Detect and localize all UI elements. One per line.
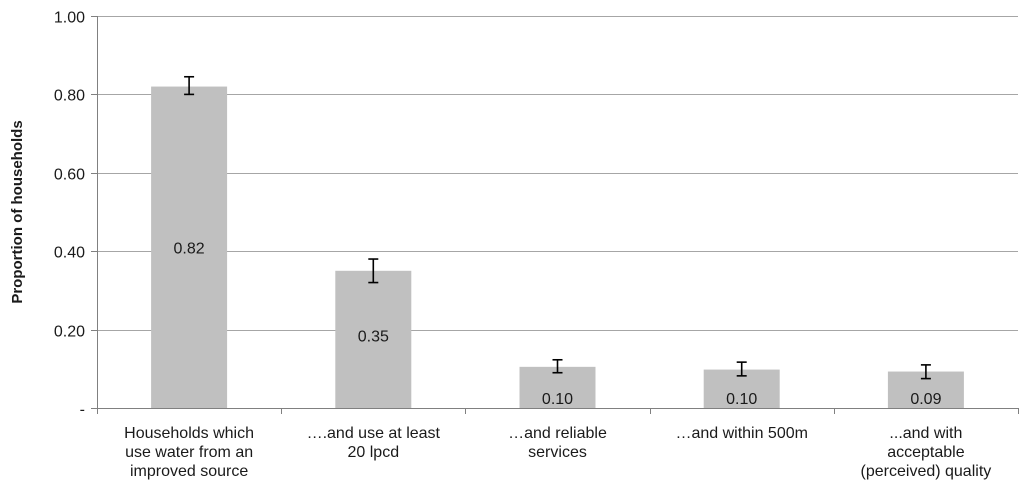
- error-bar: [736, 361, 747, 377]
- gridlines: [97, 16, 1018, 331]
- y-axis-title: Proportion of households: [9, 120, 26, 303]
- bar: [335, 270, 412, 408]
- data-label: 0.10: [726, 391, 757, 408]
- x-category-label-line: acceptable: [887, 444, 964, 461]
- data-label: 0.35: [358, 328, 389, 345]
- y-tick-labels: - 0.20 0.40 0.60 0.80 1.00: [54, 10, 85, 419]
- y-tick-label: 0.20: [54, 324, 85, 341]
- x-category-label-line: ….and use at least: [307, 425, 441, 442]
- x-category-label-line: (perceived) quality: [861, 463, 992, 480]
- x-category-label-line: Households which: [124, 425, 254, 442]
- error-bar: [368, 258, 379, 284]
- axes: [91, 16, 1019, 414]
- x-category-label-line: use water from an: [125, 444, 253, 461]
- bars: [151, 86, 964, 408]
- x-category-label-line: ...and with: [889, 425, 962, 442]
- y-tick-label: 0.40: [54, 245, 85, 262]
- bar: [519, 366, 596, 408]
- bar: [151, 86, 228, 408]
- x-category-label: …and within 500m: [675, 425, 808, 442]
- x-category-label: ….and use at least 20 lpcd: [307, 425, 441, 461]
- error-bar: [920, 364, 931, 380]
- y-tick-label: 1.00: [54, 10, 85, 27]
- data-labels: 0.82 0.35 0.10 0.10 0.09: [174, 240, 942, 408]
- x-category-label-line: 20 lpcd: [348, 444, 400, 461]
- x-category-label-line: improved source: [130, 463, 248, 480]
- x-category-label-line: …and within 500m: [675, 425, 808, 442]
- y-tick-label: 0.60: [54, 167, 85, 184]
- error-bar: [552, 358, 563, 374]
- x-category-label-line: …and reliable: [508, 425, 607, 442]
- x-category-label: ...and with acceptable (perceived) quality: [861, 425, 992, 480]
- x-category-label-line: services: [528, 444, 587, 461]
- error-bars: [184, 75, 931, 380]
- x-category-label: Households which use water from an improve…: [124, 425, 254, 480]
- x-category-label: …and reliable services: [508, 425, 607, 461]
- error-bar: [184, 75, 195, 96]
- y-tick-label: 0.80: [54, 88, 85, 105]
- y-tick-label: -: [80, 402, 85, 419]
- data-label: 0.09: [910, 391, 941, 408]
- x-category-labels: Households which use water from an improve…: [124, 425, 991, 480]
- data-label: 0.10: [542, 391, 573, 408]
- data-label: 0.82: [174, 240, 205, 257]
